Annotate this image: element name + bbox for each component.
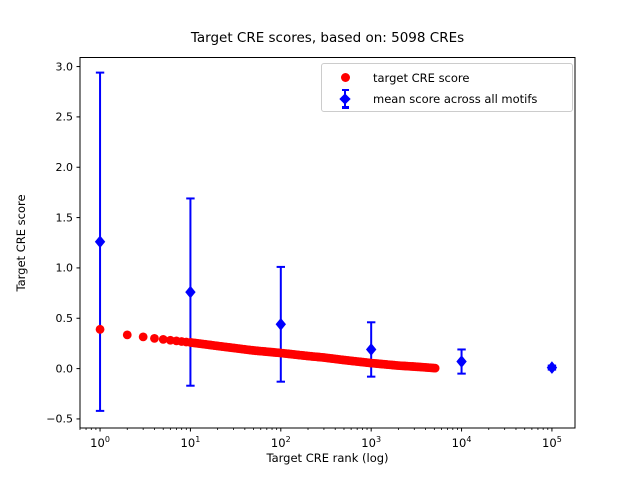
y-tick-label: 0.5	[56, 312, 74, 325]
red-series-target-cre-score	[95, 324, 440, 373]
blue-errorbar	[185, 197, 196, 387]
axes-spines	[79, 57, 576, 429]
legend-label: mean score across all motifs	[373, 91, 538, 106]
y-tick-label: −0.5	[46, 413, 73, 426]
red-dot	[158, 335, 168, 344]
y-tick-label: 2.0	[56, 161, 74, 174]
legend-marker-cell	[330, 73, 360, 82]
y-tick-label: 3.0	[56, 60, 74, 73]
x-axis-minor-ticks	[79, 428, 549, 430]
legend-marker-cell	[330, 88, 360, 109]
legend-entry-mean-score: mean score across all motifs	[330, 88, 572, 109]
y-tick-label: 1.5	[56, 211, 74, 224]
x-tick-label: 101	[181, 435, 201, 450]
red-dot	[430, 363, 440, 373]
red-dot	[150, 333, 159, 343]
blue-diamond-marker	[185, 285, 196, 299]
x-tick-label: 103	[361, 435, 381, 450]
y-axis-ticks	[76, 66, 80, 420]
x-tick-label: 104	[452, 435, 472, 450]
y-axis-label: Target CRE score	[14, 194, 28, 292]
x-tick-label: 105	[542, 435, 562, 450]
y-tick-label: 0.0	[56, 362, 74, 375]
red-dot	[95, 324, 105, 334]
blue-diamond-errorbar-marker-icon	[338, 88, 352, 109]
blue-diamond-marker	[275, 318, 287, 331]
blue-errorbar	[94, 71, 106, 412]
blue-diamond-marker	[94, 235, 106, 249]
blue-series-mean-score	[94, 71, 558, 412]
blue-diamond-marker	[365, 343, 377, 356]
red-dot	[122, 330, 132, 340]
legend-entry-target-cre-score: target CRE score	[330, 67, 572, 88]
blue-errorbar	[365, 321, 377, 378]
x-tick-labels: 100 101 102 103 104 105	[90, 435, 562, 450]
blue-errorbar	[275, 265, 287, 383]
x-tick-label: 100	[90, 435, 110, 450]
x-axis-ticks	[99, 428, 553, 432]
y-tick-label: 2.5	[56, 111, 74, 124]
blue-diamond-marker	[456, 355, 467, 368]
y-tick-label: 1.0	[56, 262, 74, 275]
blue-diamond-marker	[546, 361, 558, 374]
legend: target CRE score mean score across all m…	[321, 63, 573, 112]
blue-errorbar	[456, 348, 467, 375]
chart-title: Target CRE scores, based on: 5098 CREs	[190, 30, 465, 46]
red-dot	[138, 332, 148, 342]
blue-errorbar	[546, 361, 558, 374]
red-circle-marker-icon	[340, 73, 350, 82]
y-tick-labels: 3.0 2.5 2.0 1.5 1.0 0.5 0.0 −0.5	[46, 60, 73, 425]
x-axis-label: Target CRE rank (log)	[266, 451, 389, 465]
x-tick-label: 102	[271, 435, 291, 450]
legend-label: target CRE score	[373, 70, 470, 85]
